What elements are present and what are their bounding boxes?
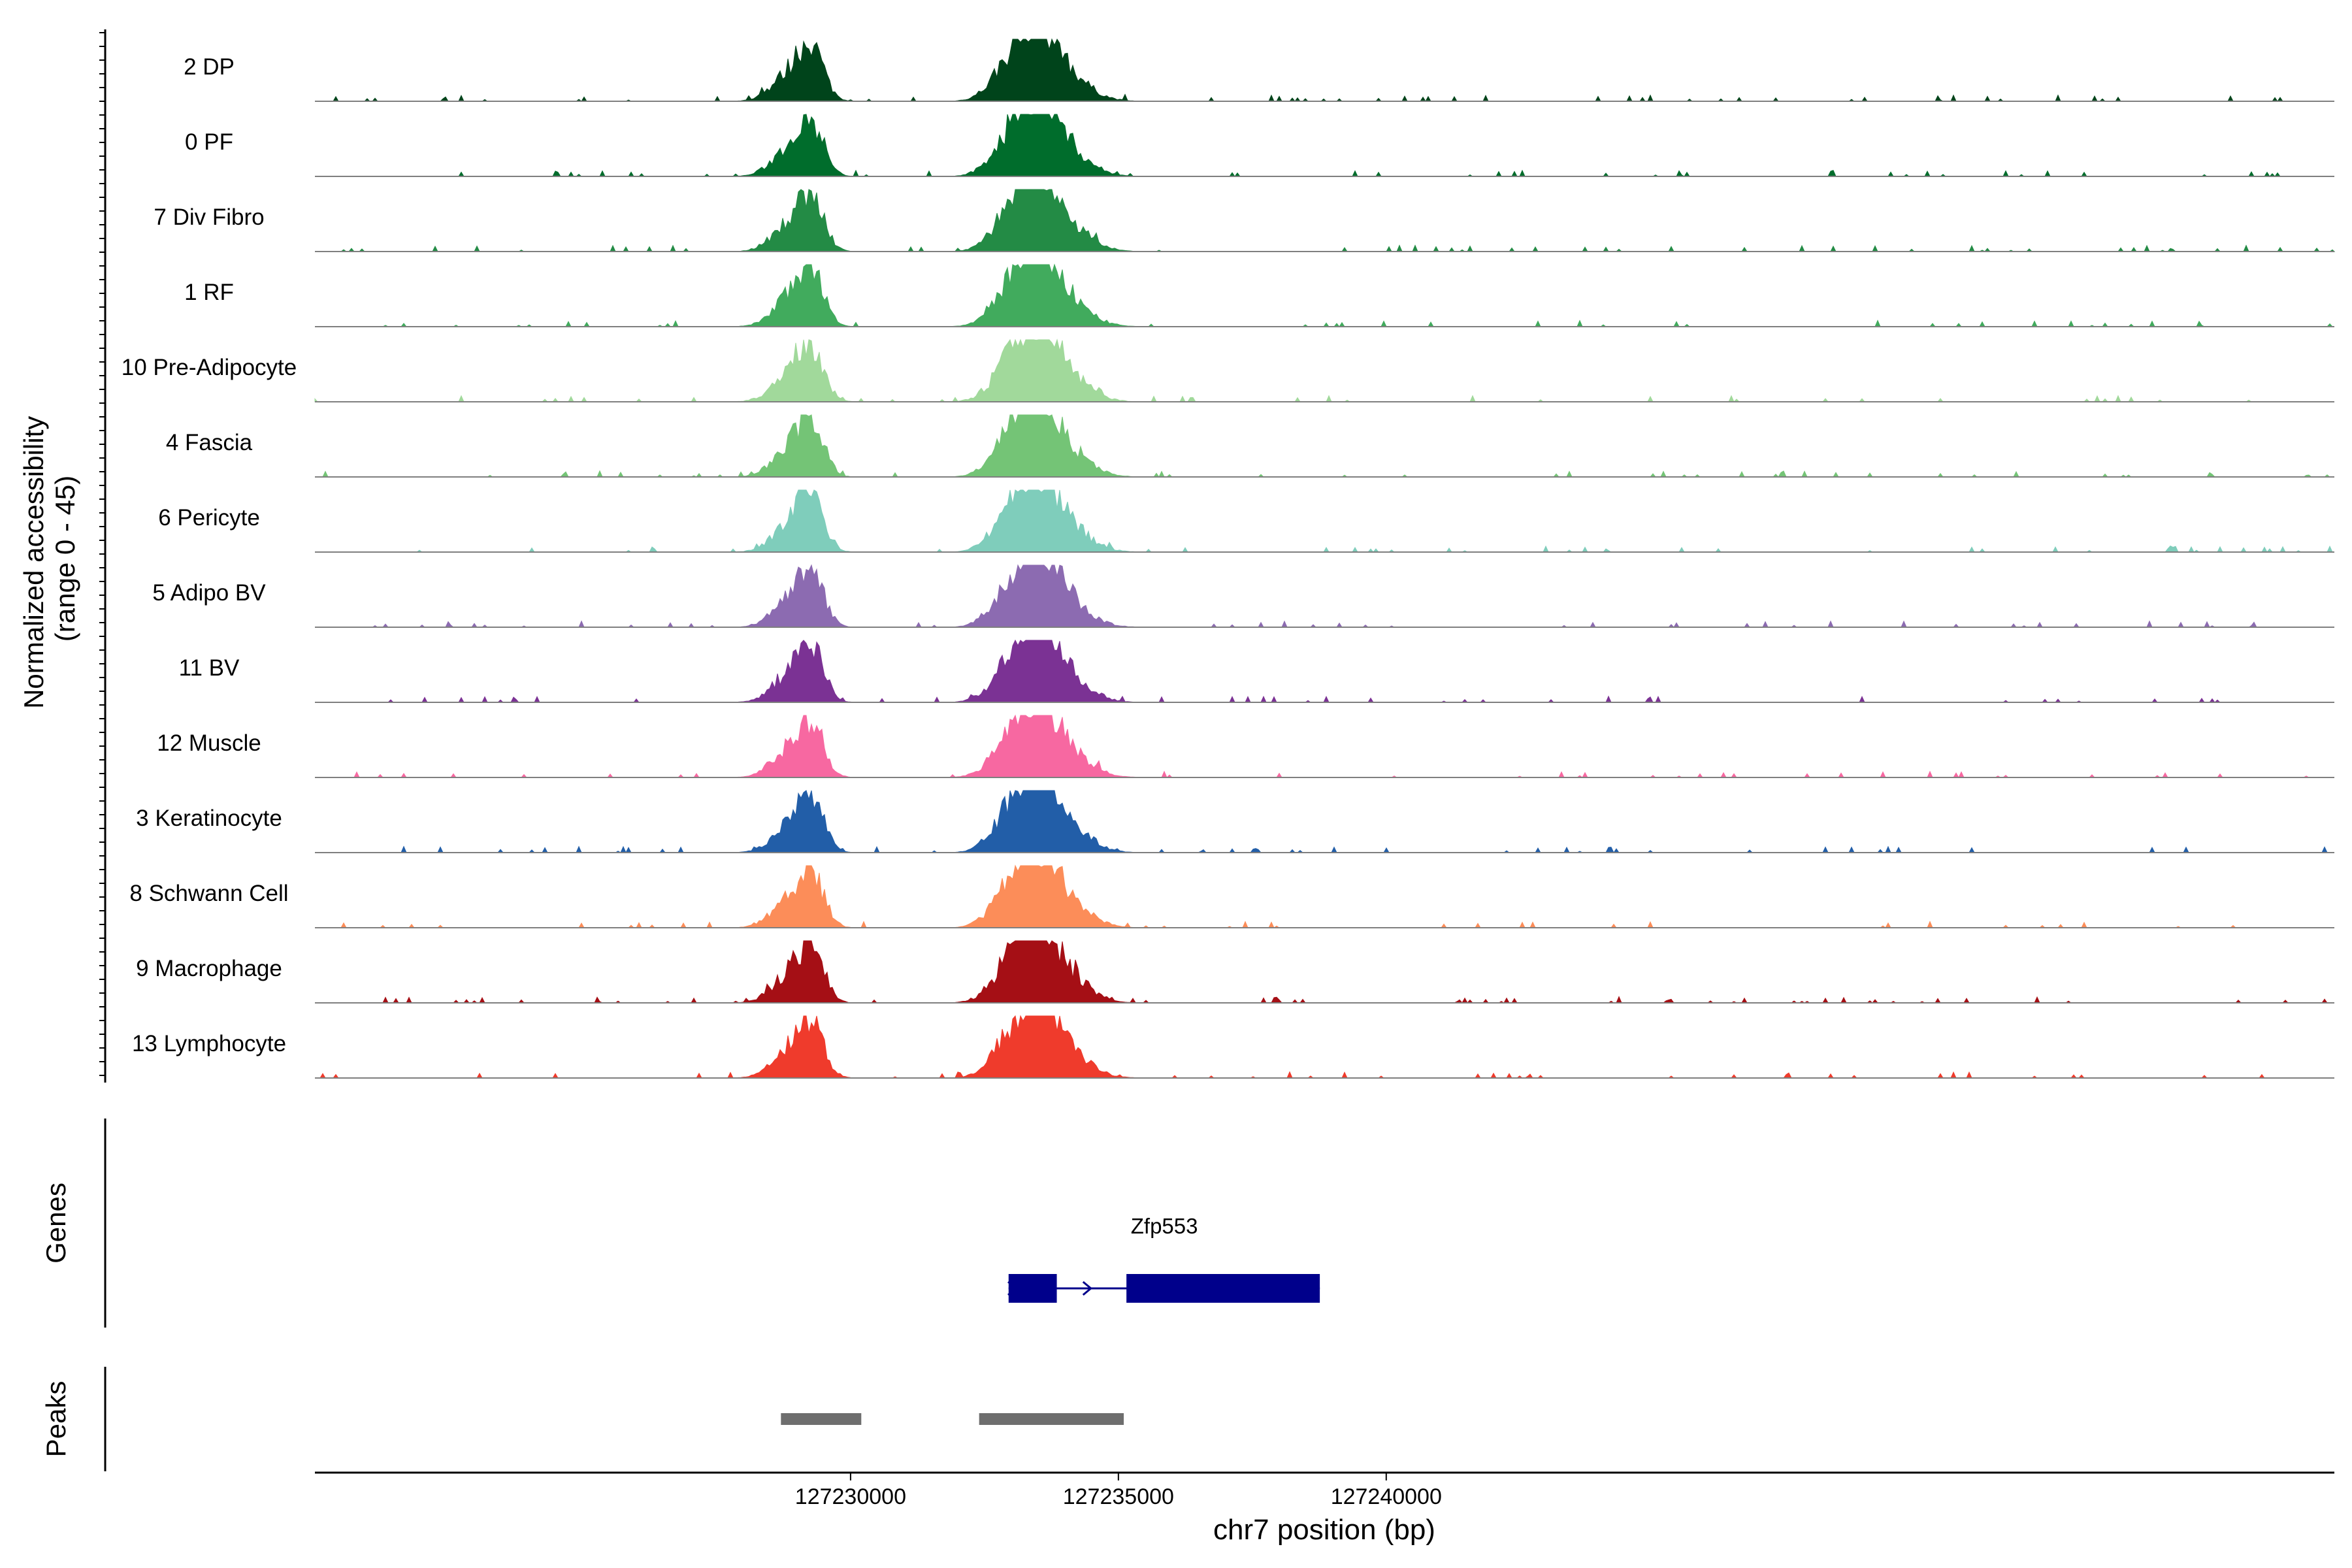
track-label: 12 Muscle <box>157 730 261 756</box>
track: 1 RF <box>184 263 2334 327</box>
strand-arrow <box>1082 1281 1093 1296</box>
genes-label: Genes <box>41 1183 71 1264</box>
genes-panel: Genes Zfp553 <box>41 1119 1320 1328</box>
x-tick-label: 127230000 <box>795 1484 906 1509</box>
track-label: 10 Pre-Adipocyte <box>122 355 297 380</box>
peak-regions <box>781 1413 1124 1425</box>
x-axis: 127230000 127235000 127240000 chr7 positio… <box>315 1471 2334 1546</box>
coverage-y-label: Normalized accessibility (range 0 - 45) <box>18 408 80 709</box>
coverage-y-label-line2: (range 0 - 45) <box>50 476 80 642</box>
track: 8 Schwann Cell <box>129 864 2334 928</box>
track-label: 11 BV <box>179 655 240 681</box>
track-label: 5 Adipo BV <box>152 580 266 606</box>
coverage-y-ticks <box>99 32 105 1076</box>
x-tick-label: 127240000 <box>1331 1484 1442 1509</box>
track: 6 Pericyte <box>158 489 2334 553</box>
x-axis-label: chr7 position (bp) <box>1213 1514 1435 1546</box>
peak-region <box>781 1413 862 1425</box>
coverage-y-label-line1: Normalized accessibility <box>18 416 49 709</box>
track: 7 Div Fibro <box>154 189 2336 252</box>
gene-name: Zfp553 <box>1131 1214 1198 1238</box>
peak-region <box>979 1413 1124 1425</box>
track: 10 Pre-Adipocyte <box>122 338 2334 402</box>
track: 3 Keratinocyte <box>136 790 2334 854</box>
track: 2 DP <box>184 38 2334 102</box>
track-label: 7 Div Fibro <box>154 204 264 230</box>
track: 9 Macrophage <box>136 940 2334 1004</box>
track-label: 9 Macrophage <box>136 956 282 981</box>
track-label: 13 Lymphocyte <box>132 1031 286 1056</box>
track: 0 PF <box>185 114 2334 177</box>
gene-exon <box>1126 1274 1320 1303</box>
track-label: 6 Pericyte <box>158 505 260 531</box>
track-label: 1 RF <box>184 280 234 305</box>
track: 4 Fascia <box>166 414 2334 478</box>
peaks-panel: Peaks <box>41 1367 1124 1471</box>
track: 5 Adipo BV <box>152 564 2334 628</box>
peaks-label: Peaks <box>41 1381 71 1458</box>
track: 13 Lymphocyte <box>132 1015 2334 1079</box>
coverage-panel: Normalized accessibility (range 0 - 45) … <box>18 29 2336 1083</box>
track-label: 4 Fascia <box>166 430 253 455</box>
x-tick-label: 127235000 <box>1063 1484 1174 1509</box>
track: 12 Muscle <box>157 714 2334 779</box>
track-label: 0 PF <box>185 129 233 155</box>
track-label: 2 DP <box>184 54 235 80</box>
gene-exon <box>1008 1274 1057 1303</box>
track-label: 8 Schwann Cell <box>129 881 288 906</box>
gene-models: Zfp553 <box>1007 1214 1320 1303</box>
track: 11 BV <box>179 639 2334 703</box>
gene-model: Zfp553 <box>1007 1214 1320 1303</box>
track-label: 3 Keratinocyte <box>136 806 282 831</box>
x-axis-ticks: 127230000 127235000 127240000 <box>795 1473 1442 1509</box>
coverage-tracks: 2 DP 0 PF 7 Div Fibro 1 RF 10 Pre-Adipocyte 4… <box>122 38 2336 1079</box>
